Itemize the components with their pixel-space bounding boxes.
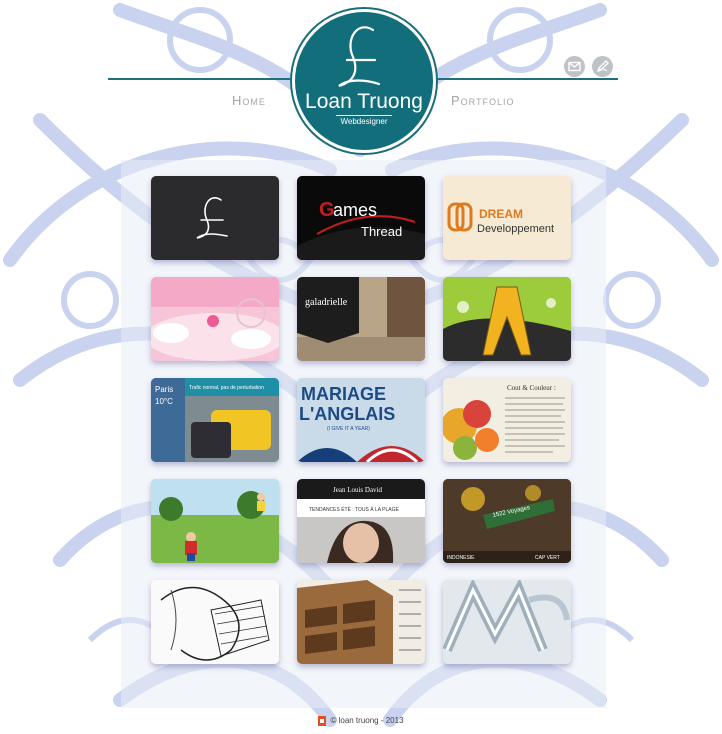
svg-text:(I GIVE IT A YEAR): (I GIVE IT A YEAR) [327, 426, 370, 432]
svg-text:Developpement: Developpement [477, 223, 554, 235]
portfolio-thumb-games-thread[interactable]: G ames Thread [297, 176, 425, 260]
nav-home-link[interactable]: Home [232, 93, 266, 108]
portfolio-thumb-ice-sculpture[interactable] [443, 580, 571, 664]
portfolio-thumb-dream[interactable]: DREAM Developpement [443, 176, 571, 260]
logo-subtitle: Webdesigner [336, 115, 392, 126]
svg-text:ames: ames [333, 200, 377, 220]
mail-icon[interactable] [564, 56, 585, 77]
svg-text:INDONESIE: INDONESIE [447, 555, 475, 561]
svg-text:L'ANGLAIS: L'ANGLAIS [299, 404, 395, 424]
svg-text:Trafic normal, pas de perturba: Trafic normal, pas de perturbation [189, 385, 264, 391]
svg-text:Cout & Couleur :: Cout & Couleur : [507, 384, 556, 392]
portfolio-thumb-cout-couleur[interactable]: Cout & Couleur : [443, 378, 571, 462]
pound-monogram-icon [338, 26, 381, 88]
svg-text:10°C: 10°C [155, 397, 173, 406]
svg-text:galadrielle: galadrielle [305, 297, 348, 308]
portfolio-thumb-jean-louis-david[interactable]: Jean Louis David TENDANCES ÉTÉ : TOUS À … [297, 479, 425, 563]
svg-text:Paris: Paris [155, 385, 173, 394]
portfolio-thumb-mariage[interactable]: MARIAGE L'ANGLAIS (I GIVE IT A YEAR) [297, 378, 425, 462]
portfolio-thumb-drawers[interactable] [297, 580, 425, 664]
portfolio-thumb-galadrielle[interactable]: galadrielle [297, 277, 425, 361]
logo-name: Loan Truong [305, 90, 423, 113]
footer-copyright: © loan truong - 2013 [330, 716, 404, 726]
footer: © loan truong - 2013 [0, 716, 722, 726]
svg-text:TENDANCES ÉTÉ : TOUS À LA PLAG: TENDANCES ÉTÉ : TOUS À LA PLAGE [309, 506, 400, 513]
portfolio-thumb-logo[interactable] [151, 176, 279, 260]
portfolio-thumb-paris-weather[interactable]: Paris 10°C Trafic normal, pas de perturb… [151, 378, 279, 462]
svg-text:DREAM: DREAM [479, 207, 523, 221]
svg-text:G: G [319, 199, 335, 221]
svg-text:Thread: Thread [361, 224, 402, 239]
portfolio-thumb-sketch[interactable] [151, 580, 279, 664]
pen-icon[interactable] [592, 56, 613, 77]
portfolio-thumb-eiffel[interactable] [443, 277, 571, 361]
portfolio-thumb-pink[interactable] [151, 277, 279, 361]
svg-text:MARIAGE: MARIAGE [301, 384, 386, 404]
html5-icon [318, 716, 327, 726]
svg-text:Jean Louis David: Jean Louis David [333, 486, 382, 494]
site-logo[interactable]: Loan Truong Webdesigner [292, 9, 436, 153]
portfolio-thumb-1522-voyages[interactable]: 1522 Voyages INDONESIE CAP VERT [443, 479, 571, 563]
portfolio-thumb-cartoon[interactable] [151, 479, 279, 563]
svg-text:CAP VERT: CAP VERT [535, 555, 560, 561]
nav-portfolio-link[interactable]: Portfolio [451, 93, 515, 108]
